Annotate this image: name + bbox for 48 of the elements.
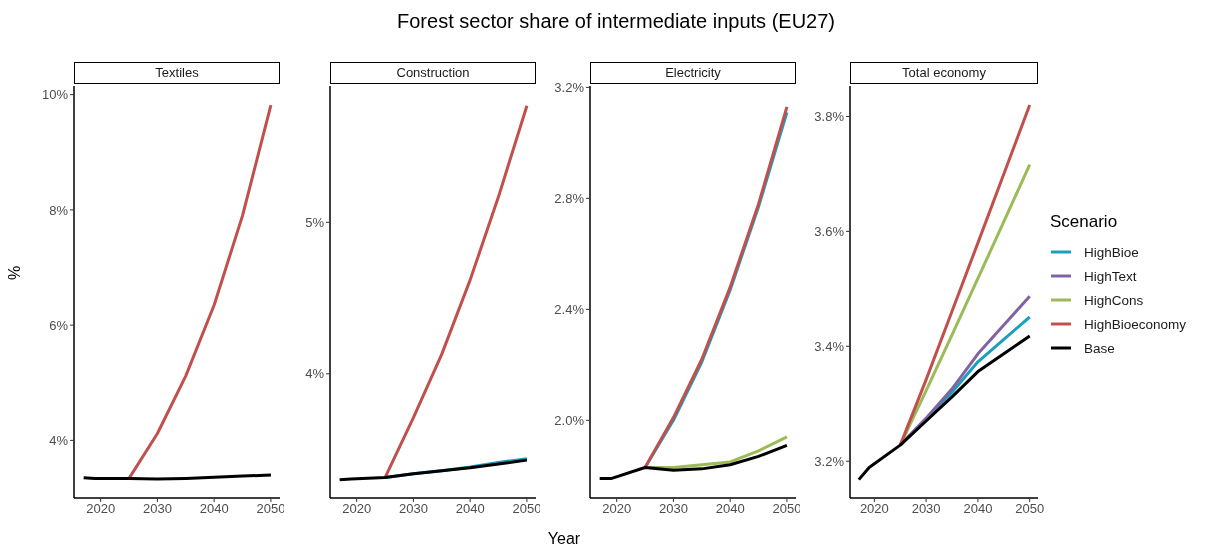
y-tick-label: 10% bbox=[41, 87, 69, 103]
chart-title: Electricity bbox=[590, 62, 796, 84]
legend-label: HighCons bbox=[1084, 292, 1144, 308]
x-tick-label: 2050 bbox=[256, 501, 286, 517]
y-axis-title: % bbox=[6, 265, 24, 280]
x-tick-label: 2040 bbox=[963, 501, 993, 517]
x-tick-label: 2050 bbox=[772, 501, 802, 517]
y-tick-label: 3.6% bbox=[814, 223, 845, 239]
x-tick-label: 2020 bbox=[859, 501, 889, 517]
x-tick-label: 2020 bbox=[602, 501, 632, 517]
line-series bbox=[898, 103, 1032, 447]
x-tick-label: 2040 bbox=[715, 501, 745, 517]
legend-label: HighBioeconomy bbox=[1084, 316, 1187, 332]
legend-title: Scenario bbox=[1050, 212, 1119, 232]
chart-title: Textiles bbox=[74, 62, 280, 84]
text: Forest sector share of intermediate inputs (EU27) bbox=[396, 10, 836, 33]
y-tick-label: 2.0% bbox=[554, 412, 585, 428]
line-series bbox=[857, 334, 1032, 482]
x-tick-label: 2030 bbox=[142, 501, 172, 517]
line-series bbox=[598, 443, 789, 481]
chart-title: Total economy bbox=[850, 62, 1038, 84]
y-tick-label: 4% bbox=[49, 432, 69, 448]
y-tick-label: 8% bbox=[49, 202, 69, 218]
legend-label: HighText bbox=[1084, 268, 1137, 284]
x-tick-label: 2030 bbox=[658, 501, 688, 517]
y-tick-label: 4% bbox=[305, 366, 325, 382]
y-tick-label: 6% bbox=[49, 317, 69, 333]
x-tick-label: 2020 bbox=[342, 501, 372, 517]
line-series bbox=[127, 103, 273, 480]
line-series bbox=[338, 458, 529, 482]
legend-label: Base bbox=[1084, 340, 1115, 356]
x-tick-label: 2050 bbox=[1015, 501, 1045, 517]
x-tick-label: 2020 bbox=[86, 501, 116, 517]
y-tick-label: 5% bbox=[305, 214, 325, 230]
x-tick-label: 2030 bbox=[911, 501, 941, 517]
x-tick-label: 2030 bbox=[398, 501, 428, 517]
y-tick-label: 3.2% bbox=[554, 80, 585, 95]
x-axis-title: Year bbox=[546, 530, 582, 548]
chart-title: Construction bbox=[330, 62, 536, 84]
x-tick-label: 2040 bbox=[455, 501, 485, 517]
y-tick-label: 3.2% bbox=[814, 453, 845, 469]
legend-label: HighBioe bbox=[1084, 244, 1139, 260]
x-tick-label: 2040 bbox=[199, 501, 229, 517]
y-tick-label: 3.8% bbox=[814, 109, 845, 125]
y-tick-label: 2.4% bbox=[554, 301, 585, 317]
x-tick-label: 2050 bbox=[512, 501, 542, 517]
y-tick-label: 3.4% bbox=[814, 338, 845, 354]
y-tick-label: 2.8% bbox=[554, 190, 585, 206]
